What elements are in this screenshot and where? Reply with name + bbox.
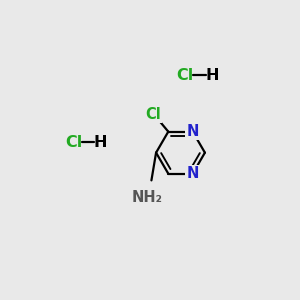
Text: N: N [187,166,199,181]
Text: NH₂: NH₂ [131,190,162,205]
Text: Cl: Cl [65,135,82,150]
Text: Cl: Cl [145,107,161,122]
Text: Cl: Cl [176,68,194,83]
Text: N: N [187,124,199,139]
Text: H: H [206,68,219,83]
Text: H: H [94,135,107,150]
